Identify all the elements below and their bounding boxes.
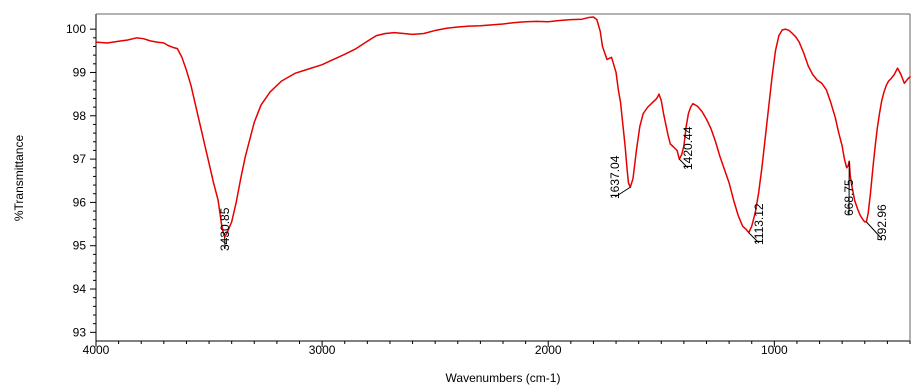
peak-label: 1420.44: [681, 126, 695, 170]
peak-label: 668.75: [842, 179, 856, 216]
annotation-group: 3430.85 1637.04 1420.44 1113.12 668.75 592.96: [218, 126, 889, 251]
peak-leader-line: [866, 221, 883, 240]
y-tick-label: 93: [73, 325, 87, 339]
spectrum-line: [95, 16, 911, 238]
peak-leader-line: [614, 186, 631, 198]
y-tick-label: 96: [73, 195, 87, 209]
y-tick-label: 94: [73, 282, 87, 296]
peak-label: 592.96: [875, 204, 889, 241]
y-tick-label: 100: [66, 22, 86, 36]
y-ticks-group: 93 94 95 96 97 98 99 100: [66, 22, 96, 339]
series-group: [95, 16, 911, 238]
peak-leader-line: [748, 232, 760, 244]
x-tick-label: 3000: [309, 343, 336, 357]
y-tick-label: 99: [73, 65, 87, 79]
peak-label: 3430.85: [218, 207, 232, 251]
y-tick-label: 98: [73, 109, 87, 123]
peak-label: 1637.04: [608, 155, 622, 199]
y-tick-label: 95: [73, 239, 87, 253]
x-ticks-group: 4000 3000 2000 1000: [83, 341, 911, 357]
x-tick-label: 4000: [83, 343, 110, 357]
x-axis-title: Wavenumbers (cm-1): [446, 371, 561, 385]
peak-leader-line: [678, 158, 689, 169]
plot-frame: [95, 13, 911, 342]
y-tick-label: 97: [73, 152, 87, 166]
peak-label: 1113.12: [752, 203, 766, 245]
y-axis-title: %Transmittance: [12, 135, 26, 222]
x-tick-label: 2000: [535, 343, 562, 357]
x-tick-label: 1000: [761, 343, 788, 357]
